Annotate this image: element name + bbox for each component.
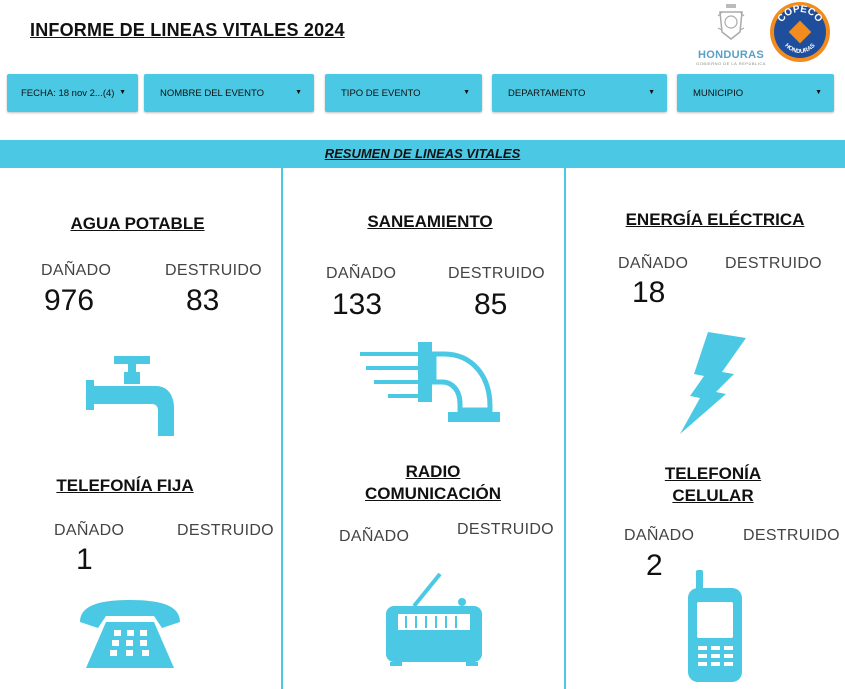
card-title-line1: TELEFONÍA bbox=[664, 464, 762, 483]
destroyed-label: DESTRUIDO bbox=[743, 527, 840, 544]
filter-bar: FECHA: 18 nov 2...(4) ▼ NOMBRE DEL EVENT… bbox=[0, 74, 845, 112]
section-band bbox=[0, 140, 845, 168]
column-divider bbox=[564, 168, 566, 689]
honduras-logo-text: HONDURAS bbox=[698, 49, 764, 61]
event-name-filter-label: NOMBRE DEL EVENTO bbox=[160, 87, 264, 99]
destroyed-value: 83 bbox=[186, 284, 220, 317]
date-filter[interactable]: FECHA: 18 nov 2...(4) ▼ bbox=[7, 74, 138, 112]
svg-text:COPECO: COPECO bbox=[776, 4, 825, 25]
card-title: TELEFONÍA FIJA bbox=[56, 476, 194, 495]
cell-phone-icon bbox=[688, 570, 742, 682]
card-title-line2: CELULAR bbox=[672, 486, 754, 505]
damaged-label: DAÑADO bbox=[54, 522, 125, 539]
card-title-line1: RADIO bbox=[405, 462, 461, 481]
copeco-logo: COPECO HONDURAS bbox=[770, 2, 830, 62]
card-title: ENERGÍA ELÉCTRICA bbox=[625, 210, 805, 229]
chevron-down-icon: ▼ bbox=[295, 89, 302, 96]
radio-icon bbox=[386, 572, 482, 666]
chevron-down-icon: ▼ bbox=[648, 89, 655, 96]
water-faucet-icon bbox=[86, 356, 174, 436]
event-type-filter-label: TIPO DE EVENTO bbox=[341, 87, 421, 99]
destroyed-label: DESTRUIDO bbox=[165, 262, 262, 279]
card-title-line2: COMUNICACIÓN bbox=[365, 484, 501, 503]
damaged-label: DAÑADO bbox=[339, 528, 410, 545]
destroyed-label: DESTRUIDO bbox=[725, 255, 822, 272]
damaged-value: 18 bbox=[632, 276, 666, 309]
municipality-filter-label: MUNICIPIO bbox=[693, 87, 744, 99]
destroyed-value: 85 bbox=[474, 288, 508, 321]
municipality-filter[interactable]: MUNICIPIO ▼ bbox=[677, 74, 834, 112]
chevron-down-icon: ▼ bbox=[815, 89, 822, 96]
desk-phone-icon bbox=[80, 600, 180, 668]
chevron-down-icon: ▼ bbox=[463, 89, 470, 96]
damaged-label: DAÑADO bbox=[41, 262, 112, 279]
drain-pipe-icon bbox=[360, 342, 500, 422]
chevron-down-icon: ▼ bbox=[119, 89, 126, 96]
damaged-value: 2 bbox=[646, 549, 663, 582]
report-title: INFORME DE LINEAS VITALES 2024 bbox=[30, 20, 345, 40]
date-filter-label: FECHA: 18 nov 2...(4) bbox=[21, 87, 115, 99]
honduras-logo-subtext: GOBIERNO DE LA REPÚBLICA bbox=[696, 61, 766, 66]
department-filter[interactable]: DEPARTAMENTO ▼ bbox=[492, 74, 667, 112]
damaged-label: DAÑADO bbox=[326, 265, 397, 282]
destroyed-label: DESTRUIDO bbox=[457, 521, 554, 538]
destroyed-label: DESTRUIDO bbox=[177, 522, 274, 539]
department-filter-label: DEPARTAMENTO bbox=[508, 87, 586, 99]
event-name-filter[interactable]: NOMBRE DEL EVENTO ▼ bbox=[144, 74, 314, 112]
honduras-logo: HONDURAS GOBIERNO DE LA REPÚBLICA bbox=[692, 2, 770, 66]
damaged-value: 133 bbox=[332, 288, 383, 321]
card-title: SANEAMIENTO bbox=[367, 212, 493, 231]
damaged-label: DAÑADO bbox=[618, 255, 689, 272]
destroyed-label: DESTRUIDO bbox=[448, 265, 545, 282]
honduras-seal-icon bbox=[717, 4, 745, 40]
lightning-bolt-icon bbox=[680, 332, 746, 434]
event-type-filter[interactable]: TIPO DE EVENTO ▼ bbox=[325, 74, 482, 112]
damaged-value: 1 bbox=[76, 543, 93, 576]
copeco-logo-text: COPECO bbox=[776, 4, 825, 25]
column-divider bbox=[281, 168, 283, 689]
damaged-value: 976 bbox=[44, 284, 95, 317]
damaged-label: DAÑADO bbox=[624, 527, 695, 544]
card-title: AGUA POTABLE bbox=[70, 214, 205, 233]
section-title: RESUMEN DE LINEAS VITALES bbox=[324, 146, 521, 161]
